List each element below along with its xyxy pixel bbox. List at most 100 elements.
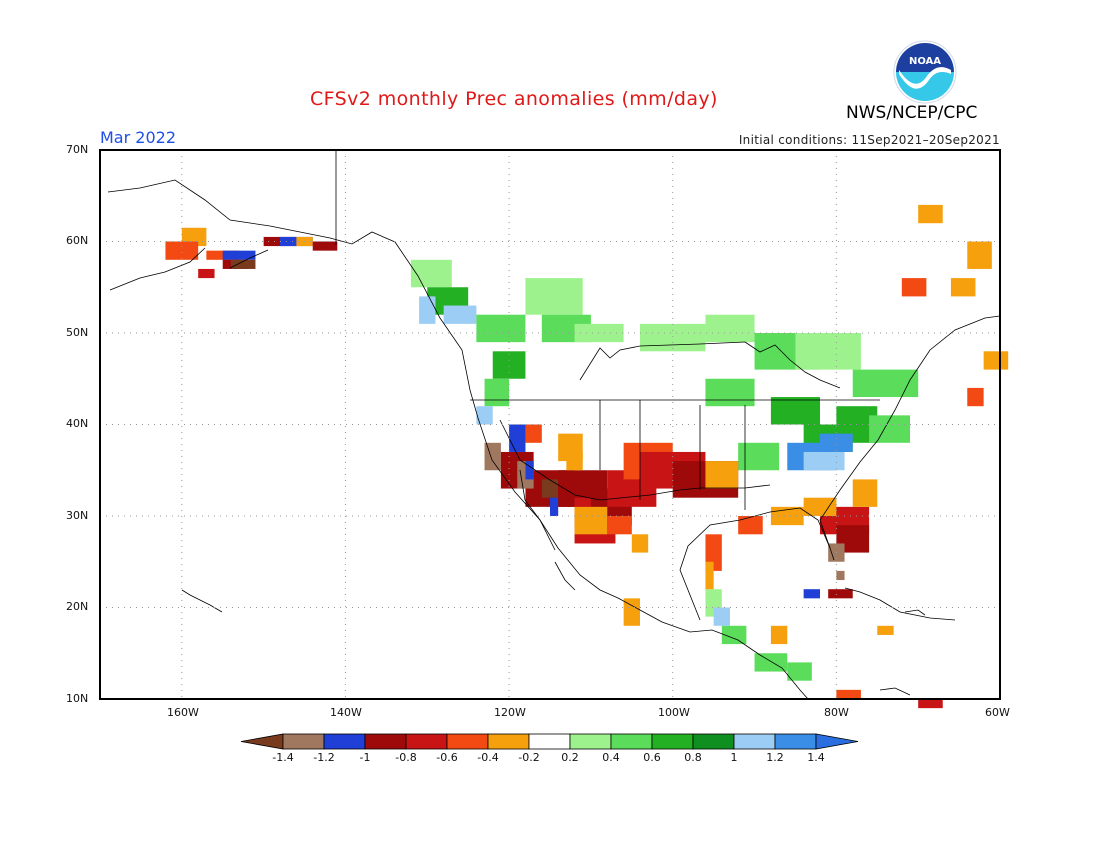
colorbar-label: -1.4 [272, 751, 294, 764]
anomaly-cell [950, 278, 976, 297]
anomaly-cell [484, 378, 510, 407]
anomaly-cell [574, 506, 608, 535]
anomaly-cell [877, 625, 894, 635]
colorbar-label: -0.6 [436, 751, 458, 764]
agency-label: NWS/NCEP/CPC [846, 103, 978, 123]
colorbar-swatch [446, 733, 489, 750]
anomaly-cell [901, 278, 927, 297]
lon-label-60w: 60W [985, 706, 1010, 719]
anomaly-cells [165, 204, 1009, 709]
anomaly-cell [770, 506, 804, 526]
anomaly-cell [754, 653, 788, 672]
anomaly-cell [721, 625, 747, 645]
colorbar [240, 733, 859, 750]
anomaly-cell [206, 250, 240, 260]
coastline-segment [519, 469, 556, 551]
colorbar-swatch [364, 733, 407, 750]
anomaly-cell [795, 333, 861, 370]
colorbar-swatch [610, 733, 653, 750]
anomaly-cell [918, 204, 943, 224]
colorbar-swatch [323, 733, 366, 750]
coastline-segment [679, 507, 835, 621]
coastline-segment [229, 249, 269, 269]
colorbar-label: -0.2 [518, 751, 540, 764]
coastline-segment [844, 587, 956, 621]
anomaly-cell [787, 662, 812, 681]
anomaly-cell [443, 305, 477, 324]
anomaly-cell [770, 625, 788, 645]
lat-label-70n: 70N [66, 143, 89, 156]
coastline-segment [554, 561, 576, 591]
lat-label-50n: 50N [66, 326, 89, 339]
colorbar-swatch [528, 733, 571, 750]
lat-label-20n: 20N [66, 600, 89, 613]
anomaly-cell [198, 268, 215, 279]
anomaly-cell [713, 607, 730, 626]
anomaly-cell [640, 323, 706, 352]
colorbar-swatch [733, 733, 776, 750]
colorbar-label: 0.2 [561, 751, 579, 764]
logo-text: NOAA [909, 56, 941, 67]
lon-label-100w: 100W [658, 706, 690, 719]
anomaly-cell [607, 516, 632, 535]
initial-conditions: Initial conditions: 11Sep2021–20Sep2021 [738, 133, 1000, 147]
coastline-segment [579, 341, 746, 381]
anomaly-cell [967, 387, 984, 407]
anomaly-cell [623, 598, 640, 626]
coastline-segment [744, 341, 841, 389]
coastline-segment [904, 609, 926, 616]
anomaly-cell [631, 534, 649, 553]
anomaly-cell [803, 497, 837, 516]
anomaly-cell [820, 433, 853, 452]
anomaly-cell [836, 689, 861, 699]
anomaly-cell [476, 406, 493, 425]
lon-label-80w: 80W [824, 706, 849, 719]
lat-label-60n: 60N [66, 234, 89, 247]
anomaly-cell [492, 351, 526, 379]
colorbar-label: -1 [359, 751, 371, 764]
anomaly-cell [705, 314, 755, 343]
anomaly-cell [967, 241, 992, 269]
coastline-segment [181, 589, 223, 613]
anomaly-cell [165, 241, 199, 260]
colorbar-label: 0.4 [602, 751, 620, 764]
lon-label-120w: 120W [494, 706, 526, 719]
colorbar-label: 0.6 [643, 751, 661, 764]
coastline-segment [819, 315, 1001, 549]
anomaly-cell [525, 461, 534, 480]
coastline-segment [499, 419, 771, 501]
colorbar-swatch [282, 733, 325, 750]
chart-title: CFSv2 monthly Prec anomalies (mm/day) [310, 88, 718, 110]
coastlines [107, 150, 1001, 700]
map-frame [99, 149, 1001, 700]
colorbar-arrow-high [815, 733, 859, 750]
anomaly-cell [410, 259, 452, 288]
anomaly-cell [705, 561, 714, 590]
anomaly-cell [550, 497, 559, 516]
lat-label-40n: 40N [66, 417, 89, 430]
colorbar-label: 1.4 [807, 751, 825, 764]
anomaly-cell [525, 424, 542, 443]
anomaly-cell [770, 397, 820, 425]
colorbar-label: 1.2 [766, 751, 784, 764]
anomaly-cell [541, 479, 559, 498]
anomaly-cell [705, 461, 739, 489]
lat-label-10n: 10N [66, 692, 89, 705]
coastline-segment [109, 247, 206, 291]
colorbar-label: -1.2 [313, 751, 335, 764]
lat-label-30n: 30N [66, 509, 89, 522]
noaa-logo: NOAA [893, 40, 957, 104]
colorbar-label: 1 [730, 751, 738, 764]
anomaly-cell [852, 369, 919, 398]
coastline-segment [107, 179, 809, 700]
colorbar-label: 0.8 [684, 751, 702, 764]
anomaly-cell [525, 278, 583, 315]
anomaly-cell [312, 241, 338, 251]
colorbar-label: -0.4 [477, 751, 499, 764]
anomaly-cell [509, 424, 526, 452]
lon-label-160w: 160W [167, 706, 199, 719]
anomaly-cell [419, 296, 436, 324]
anomaly-cell [222, 250, 256, 260]
valid-month: Mar 2022 [100, 128, 176, 147]
anomaly-cell [852, 479, 878, 507]
